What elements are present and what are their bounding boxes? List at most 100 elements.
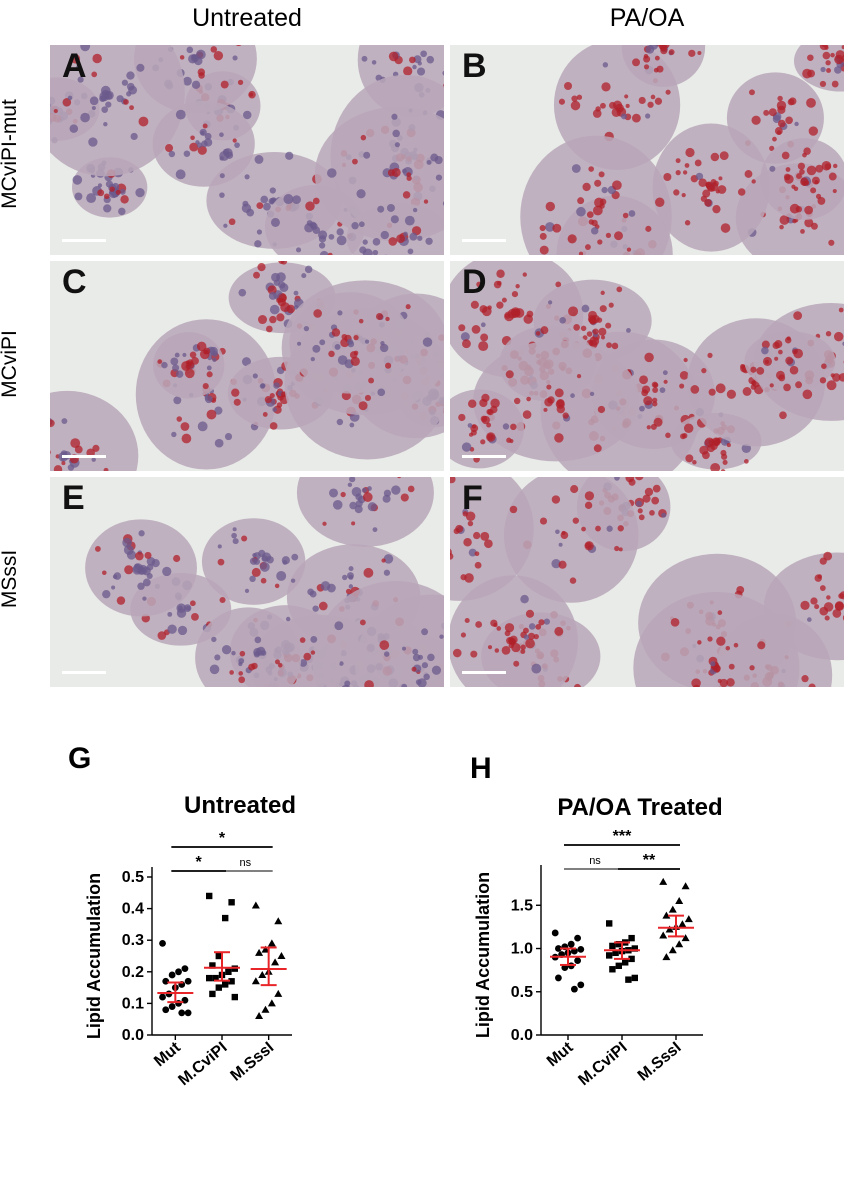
data-point — [209, 962, 216, 969]
data-point — [577, 945, 585, 953]
data-point — [274, 917, 283, 925]
x-tick-label: M.CviPI — [575, 1039, 630, 1089]
cell-cluster — [85, 519, 197, 617]
data-point — [675, 896, 684, 904]
cell-cluster — [503, 477, 639, 603]
cell-cluster — [760, 138, 844, 220]
data-point — [184, 977, 192, 985]
micrograph-panel-b: B — [450, 45, 844, 255]
cell-cluster — [450, 389, 525, 469]
data-point — [228, 978, 235, 985]
y-tick-label: 0.1 — [122, 995, 144, 1012]
data-point — [571, 985, 578, 993]
cell-cluster — [744, 331, 836, 392]
panel-letter-d: D — [462, 263, 487, 301]
data-point — [178, 1009, 186, 1017]
data-point — [277, 952, 286, 959]
y-tick-label: 1.5 — [511, 897, 533, 914]
data-point — [261, 945, 270, 953]
data-point — [615, 962, 622, 970]
significance-label: * — [196, 854, 203, 871]
scale-bar — [462, 455, 506, 458]
data-point — [267, 999, 276, 1007]
significance-label: * — [219, 830, 226, 847]
data-point — [615, 940, 622, 948]
y-axis: 0.0 0.5 1.0 1.5 — [511, 865, 542, 1044]
chart-title-untreated: Untreated — [183, 792, 297, 819]
cell-cluster — [50, 45, 185, 177]
scale-bar — [62, 455, 106, 458]
data-point — [255, 1012, 264, 1020]
data-point — [206, 892, 213, 900]
cell-cluster — [355, 594, 444, 687]
y-tick-label: 1.0 — [511, 941, 533, 958]
data-point — [258, 970, 267, 978]
scale-bar — [62, 671, 106, 674]
data-point — [159, 939, 166, 947]
data-point — [251, 901, 260, 909]
cell-cluster — [793, 45, 844, 92]
data-point — [612, 949, 619, 957]
data-point — [231, 993, 238, 1001]
significance-label: *** — [613, 828, 632, 845]
data-point — [609, 966, 616, 973]
data-point — [628, 934, 635, 942]
data-point — [555, 945, 562, 952]
data-point — [215, 984, 222, 991]
cell-cluster — [346, 203, 444, 255]
cell-cluster — [153, 332, 225, 399]
y-axis: 0.0 0.1 0.2 0.3 0.4 0.5 — [122, 867, 153, 1044]
significance-label: ns — [589, 855, 601, 867]
data-point — [628, 955, 635, 963]
data-point — [555, 974, 562, 982]
data-point — [668, 946, 677, 954]
data-point — [678, 920, 687, 928]
x-tick-label: Mut — [544, 1039, 577, 1071]
cell-cluster — [652, 123, 770, 252]
chart-letter-g: G — [68, 742, 92, 775]
y-tick-label: 0.2 — [122, 964, 144, 981]
micrograph-panel-d: D — [450, 261, 844, 471]
micrograph-d-image — [450, 261, 844, 471]
y-tick-label: 0.5 — [511, 984, 533, 1001]
data-point — [659, 877, 668, 885]
y-tick-label: 0.5 — [122, 869, 144, 886]
data-point — [267, 939, 276, 947]
data-point — [206, 974, 213, 982]
cell-cluster — [296, 477, 434, 547]
data-point — [175, 968, 182, 976]
data-point — [271, 958, 280, 966]
column-header-pa-oa: PA/OA — [609, 4, 685, 32]
data-point — [255, 948, 264, 956]
cell-cluster — [50, 390, 139, 471]
cell-cluster — [152, 100, 255, 187]
column-header-untreated: Untreated — [192, 4, 302, 32]
data-point — [631, 945, 638, 952]
y-tick-label: 0.0 — [122, 1027, 144, 1044]
y-tick-label: 0.4 — [122, 901, 144, 918]
data-point — [625, 976, 632, 983]
data-point — [222, 981, 229, 988]
data-point — [225, 968, 232, 975]
cell-cluster — [621, 45, 706, 87]
y-axis-label: Lipid Accumulation — [473, 872, 493, 1038]
panel-letter-f: F — [462, 479, 483, 517]
data-point — [665, 925, 674, 933]
data-point — [609, 942, 616, 950]
y-tick-label: 0.0 — [511, 1027, 533, 1044]
data-point — [622, 959, 629, 966]
cell-cluster — [450, 477, 534, 601]
panel-letter-b: B — [462, 47, 487, 85]
micrograph-panel-f: F — [450, 477, 844, 687]
data-point — [684, 915, 693, 923]
cell-cluster — [195, 607, 302, 687]
panel-letter-c: C — [62, 263, 87, 301]
micrograph-a-image — [50, 45, 444, 255]
data-point — [274, 989, 283, 997]
data-point — [162, 1006, 170, 1014]
y-axis-label: Lipid Accumulation — [84, 873, 104, 1039]
data-point — [662, 911, 671, 919]
data-point — [668, 905, 677, 913]
micrograph-e-image — [50, 477, 444, 687]
data-point — [662, 953, 671, 961]
